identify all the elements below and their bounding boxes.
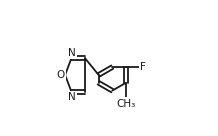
Text: F: F bbox=[140, 62, 146, 72]
Text: N: N bbox=[68, 48, 75, 58]
Text: N: N bbox=[68, 92, 75, 102]
Text: O: O bbox=[56, 70, 64, 80]
Text: CH₃: CH₃ bbox=[116, 99, 136, 109]
